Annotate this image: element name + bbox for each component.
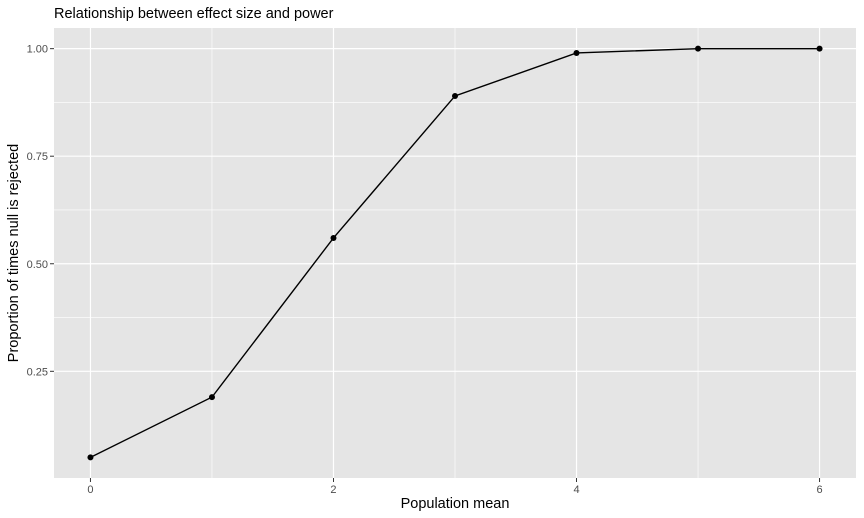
minor-gridlines <box>54 28 856 478</box>
x-tick-label: 6 <box>816 484 822 496</box>
chart-title: Relationship between effect size and pow… <box>54 6 334 22</box>
y-tick-label: 0.25 <box>27 366 48 378</box>
y-tick-label: 0.75 <box>27 151 48 163</box>
data-point <box>208 394 215 401</box>
x-axis-title: Population mean <box>401 496 510 512</box>
series-group <box>87 45 823 461</box>
y-axis: 0.25 0.50 0.75 1.00 <box>27 44 54 378</box>
data-point <box>330 234 337 241</box>
y-axis-title: Proportion of times null is rejected <box>6 144 22 362</box>
data-point <box>452 92 458 99</box>
y-tick-label: 1.00 <box>27 44 48 56</box>
x-tick-label: 2 <box>330 484 336 496</box>
x-tick-label: 4 <box>573 484 579 496</box>
major-gridlines <box>54 28 856 478</box>
x-axis: 0 2 4 6 <box>87 478 823 496</box>
data-point <box>816 45 823 52</box>
y-tick-label: 0.50 <box>27 259 48 271</box>
data-point <box>695 45 702 52</box>
data-point <box>87 454 94 461</box>
data-point <box>573 49 580 56</box>
x-tick-label: 0 <box>87 484 93 496</box>
